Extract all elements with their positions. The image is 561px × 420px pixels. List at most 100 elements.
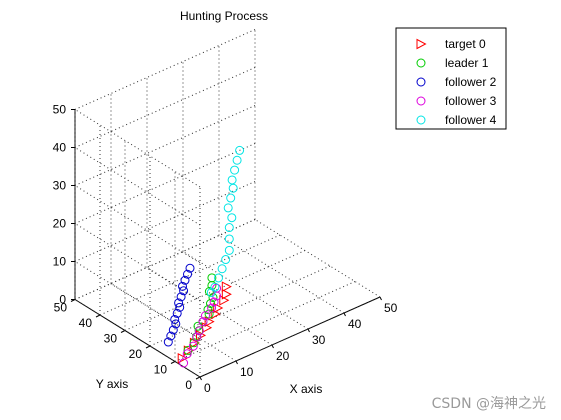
data-point xyxy=(209,297,219,307)
z-tick-label: 20 xyxy=(53,217,67,231)
series-3 xyxy=(179,283,222,368)
x-axis-line xyxy=(199,296,381,378)
data-point xyxy=(210,282,220,292)
z-tick-label: 30 xyxy=(53,179,67,193)
data-point xyxy=(226,193,236,203)
data-point xyxy=(210,308,221,320)
legend: target 0 leader 1 follower 2 follower 3 foll… xyxy=(395,27,507,130)
data-point xyxy=(198,317,208,327)
legend-label: target 0 xyxy=(445,37,486,51)
z-tick-label: 0 xyxy=(59,293,66,307)
legend-marker xyxy=(416,77,426,87)
y-tick-mark xyxy=(195,376,201,380)
data-point xyxy=(179,358,189,368)
x-tick-mark xyxy=(235,360,238,365)
data-point xyxy=(168,325,178,335)
data-point xyxy=(227,213,237,223)
data-point xyxy=(175,302,185,312)
data-point xyxy=(217,264,227,274)
chart-title: Hunting Process xyxy=(180,9,268,23)
data-point xyxy=(180,275,190,285)
legend-marker xyxy=(416,38,427,50)
grid-line-wall-x0-z xyxy=(74,223,201,302)
grid-line-floor-y xyxy=(124,250,306,331)
data-point xyxy=(204,287,214,296)
grid-line-wall-x0-z xyxy=(74,147,201,226)
data-point xyxy=(221,288,232,300)
data-point xyxy=(207,273,217,283)
data-point xyxy=(224,234,234,244)
data-point xyxy=(214,273,223,283)
data-point xyxy=(201,311,210,321)
legend-label: follower 3 xyxy=(445,94,497,108)
x-tick-mark xyxy=(343,312,346,317)
y-tick-label: 50 xyxy=(54,301,68,315)
data-point xyxy=(219,294,230,306)
series-2 xyxy=(163,263,195,347)
x-tick-label: 50 xyxy=(384,301,398,315)
grid-line-wall-y1-z xyxy=(74,67,256,148)
x-tick-label: 20 xyxy=(276,349,290,363)
data-point xyxy=(221,255,231,265)
data-point xyxy=(177,352,188,364)
legend-label: follower 2 xyxy=(445,75,497,89)
grid-line-floor-y xyxy=(149,265,331,347)
x-tick-label: 10 xyxy=(240,365,254,379)
data-point xyxy=(194,326,204,336)
data-point xyxy=(193,321,203,331)
grid-line-wall-y1-z xyxy=(74,29,256,110)
grid-line-floor-y xyxy=(174,281,356,362)
data-point xyxy=(221,281,232,292)
grid-lines xyxy=(74,29,381,378)
data-point xyxy=(188,341,198,351)
data-point xyxy=(166,331,176,341)
data-point xyxy=(230,165,240,175)
data-point xyxy=(179,286,189,296)
data-point xyxy=(189,338,199,348)
data-point xyxy=(178,281,187,291)
series-0 xyxy=(177,281,232,364)
grid-line-floor-y xyxy=(99,234,281,316)
z-tick-label: 10 xyxy=(53,255,67,269)
data-point xyxy=(213,302,224,314)
data-point xyxy=(223,203,233,213)
y-tick-label: 30 xyxy=(104,332,118,346)
series-4 xyxy=(206,145,245,298)
data-point xyxy=(170,314,180,324)
grid-line-floor-y xyxy=(199,296,381,378)
x-tick-label: 30 xyxy=(312,333,326,347)
data-point xyxy=(232,155,242,165)
grid-line-wall-y1-z xyxy=(74,219,256,300)
y-tick-mark xyxy=(120,330,126,333)
grid-line-floor-x xyxy=(182,251,309,330)
data-point xyxy=(183,269,192,279)
y-tick-mark xyxy=(145,345,151,349)
data-point xyxy=(192,332,202,342)
grid-line-floor-x xyxy=(254,219,381,298)
y-tick-label: 20 xyxy=(129,347,143,361)
y-tick-label: 10 xyxy=(154,363,168,377)
data-point xyxy=(224,223,234,233)
grid-line-wall-x0-z xyxy=(74,109,201,188)
x-tick-mark xyxy=(199,376,202,381)
data-point xyxy=(182,349,192,359)
z-tick-label: 50 xyxy=(53,103,67,117)
grid-line-wall-x0-z xyxy=(74,299,201,378)
x-tick-label: 40 xyxy=(348,317,362,331)
x-tick-label: 0 xyxy=(204,381,211,395)
data-point xyxy=(174,298,184,308)
data-point xyxy=(235,145,245,155)
y-tick-mark xyxy=(170,361,176,364)
data-point xyxy=(176,292,186,302)
legend-label: leader 1 xyxy=(445,56,489,70)
data-point xyxy=(172,308,182,318)
legend-marker xyxy=(416,115,426,125)
grid-line-wall-x0-z xyxy=(74,185,201,264)
legend-marker xyxy=(416,58,426,68)
y-axis-label: Y axis xyxy=(96,377,128,391)
watermark: CSDN @海神之光 xyxy=(432,396,546,412)
data-point xyxy=(185,263,195,273)
legend-label: follower 4 xyxy=(445,113,497,127)
